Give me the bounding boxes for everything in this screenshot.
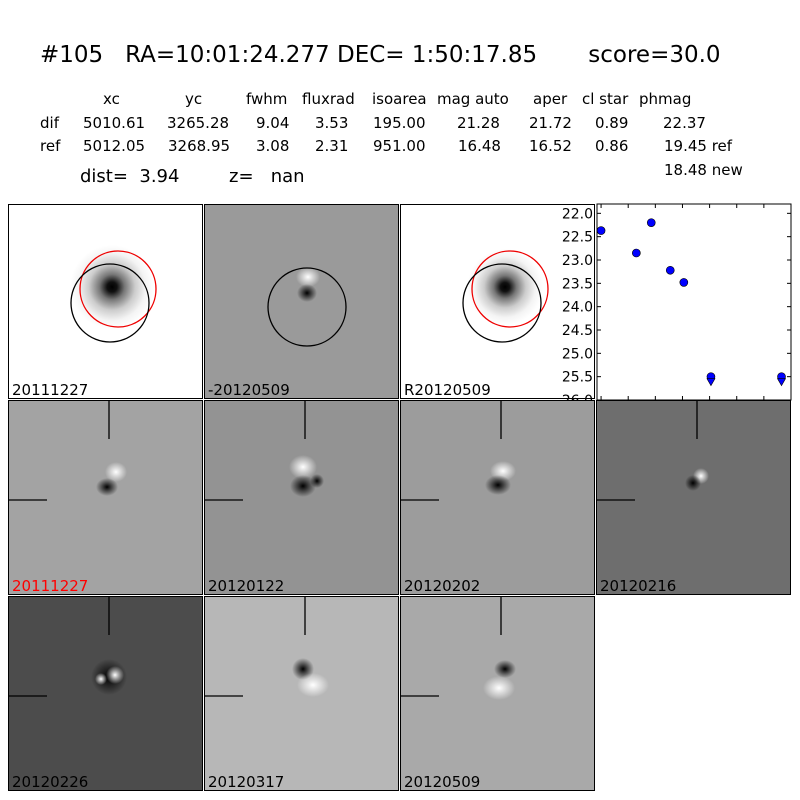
diff-aperture-circle bbox=[70, 263, 150, 343]
ref-aperture-circle bbox=[79, 250, 157, 328]
cell: 19.45 ref bbox=[664, 137, 733, 155]
stamp-panel-ref: 20111227 bbox=[8, 204, 203, 399]
row-label-dif: dif bbox=[40, 114, 59, 132]
stamp-panel-diff: 20120509 bbox=[400, 596, 595, 791]
cell: 9.04 bbox=[256, 114, 290, 132]
diff-aperture-circle bbox=[267, 267, 347, 347]
cell: 3268.95 bbox=[168, 137, 231, 155]
upper-limit-point bbox=[706, 372, 716, 381]
diff-aperture-circle bbox=[462, 263, 542, 343]
dist-value: dist= 3.94 bbox=[80, 166, 180, 187]
upper-limit-arrow bbox=[706, 378, 716, 387]
stamp-image bbox=[401, 597, 516, 700]
col-header-phmag: phmag bbox=[639, 90, 692, 108]
plot-area bbox=[596, 203, 792, 401]
stamp-image bbox=[267, 267, 347, 347]
z-value: z= nan bbox=[229, 166, 305, 187]
col-header-fwhm: fwhm bbox=[246, 90, 288, 108]
stamp-image bbox=[597, 401, 709, 501]
cell: 21.28 bbox=[457, 114, 500, 132]
data-point bbox=[646, 218, 656, 227]
star-image bbox=[70, 245, 154, 329]
ref-aperture-circle bbox=[471, 250, 549, 328]
col-header-xc: xc bbox=[103, 90, 120, 108]
panel-label: 20120226 bbox=[12, 773, 89, 791]
stamp-image bbox=[9, 597, 127, 697]
stamp-panel-diff: 20120122 bbox=[204, 400, 399, 595]
star-image bbox=[467, 249, 543, 325]
cell: 3265.28 bbox=[167, 114, 230, 132]
panel-label: 20111227 bbox=[12, 577, 89, 595]
stamp-image bbox=[462, 249, 549, 343]
cell: 22.37 bbox=[663, 114, 706, 132]
stamp-image bbox=[9, 401, 127, 501]
cell: 0.86 bbox=[595, 137, 629, 155]
cell: 3.08 bbox=[256, 137, 290, 155]
col-header-isoarea: isoarea bbox=[372, 90, 427, 108]
page-title: #105 RA=10:01:24.277 DEC= 1:50:17.85 sco… bbox=[40, 42, 721, 68]
panel-label: 20120202 bbox=[404, 577, 481, 595]
panel-label: 20111227 bbox=[12, 381, 89, 399]
row-label-ref: ref bbox=[40, 137, 61, 155]
col-header-yc: yc bbox=[185, 90, 203, 108]
stamp-panel-diff: 20120317 bbox=[204, 596, 399, 791]
panel-label: -20120509 bbox=[208, 381, 290, 399]
upper-limit-arrow bbox=[776, 378, 787, 387]
panel-label: 20120122 bbox=[208, 577, 285, 595]
cell: 951.00 bbox=[373, 137, 426, 155]
panel-label: 20120509 bbox=[404, 773, 481, 791]
cell: 21.72 bbox=[529, 114, 572, 132]
panel-label: R20120509 bbox=[404, 381, 491, 399]
stamp-panel-diff: 20120202 bbox=[400, 400, 595, 595]
panel-label: 20120216 bbox=[600, 577, 677, 595]
stamp-panel-diff: 20120216 bbox=[596, 400, 791, 595]
stamp-image bbox=[205, 401, 324, 501]
cell: 195.00 bbox=[373, 114, 426, 132]
new-mag: 18.48 new bbox=[664, 161, 743, 179]
stamp-panel-ref: R20120509 bbox=[400, 204, 595, 399]
stamp-image bbox=[401, 401, 516, 501]
cell: 0.89 bbox=[595, 114, 629, 132]
cell: 3.53 bbox=[315, 114, 349, 132]
stamp-panel-diff: 20120226 bbox=[8, 596, 203, 791]
col-header-aper: aper bbox=[533, 90, 568, 108]
col-header-mag-auto: mag auto bbox=[437, 90, 509, 108]
data-point bbox=[596, 226, 606, 235]
data-point bbox=[679, 278, 689, 287]
stamp-panel-diff: 20111227 bbox=[8, 400, 203, 595]
col-header-cl-star: cl star bbox=[582, 90, 629, 108]
cell: 5010.61 bbox=[83, 114, 146, 132]
stamp-panel-diff: -20120509 bbox=[204, 204, 399, 399]
data-point bbox=[665, 265, 675, 275]
cell: 16.48 bbox=[458, 137, 501, 155]
stamp-image bbox=[205, 597, 329, 697]
upper-limit-point bbox=[777, 372, 786, 381]
cell: 2.31 bbox=[315, 137, 349, 155]
panel-label: 20120317 bbox=[208, 773, 285, 791]
data-point bbox=[632, 248, 641, 258]
stamp-image bbox=[70, 245, 157, 343]
col-header-fluxrad: fluxrad bbox=[302, 90, 355, 108]
cell: 16.52 bbox=[529, 137, 572, 155]
cell: 5012.05 bbox=[83, 137, 146, 155]
